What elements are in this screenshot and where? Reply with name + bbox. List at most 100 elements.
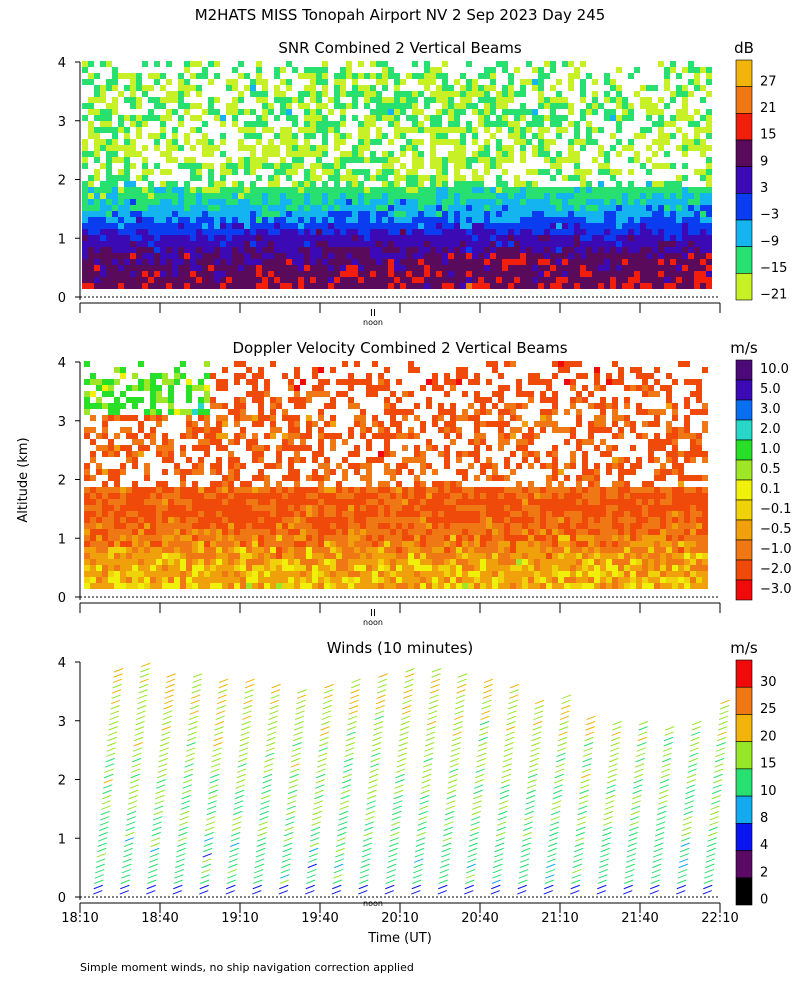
x-tick-label: 18:40	[141, 911, 178, 926]
colorbar-swatch	[735, 246, 753, 274]
colorbar-tick-label: −3	[760, 208, 779, 223]
velocity-panel: Doppler Velocity Combined 2 Vertical Bea…	[58, 339, 792, 627]
colorbar-swatch	[735, 459, 753, 481]
colorbar-swatch	[735, 850, 753, 879]
y-tick-label: 4	[58, 356, 66, 371]
colorbar-tick-label: 25	[760, 702, 777, 717]
colorbar-swatch	[735, 359, 753, 381]
velocity-colorbar: 10.0 5.0 3.0 2.0 1.0 0.5 0.1 −0.1 −0.5 −1.0 −2.0 −3…	[735, 359, 792, 601]
colorbar-swatch	[735, 59, 753, 87]
noon-label: noon	[363, 618, 383, 627]
x-tick-label: 22:10	[701, 911, 738, 926]
y-tick-label: 2	[58, 774, 66, 789]
x-tick-label: 21:10	[541, 911, 578, 926]
colorbar-swatch	[735, 139, 753, 167]
colorbar-swatch	[735, 686, 753, 715]
winds-colorbar-unit: m/s	[730, 639, 758, 657]
x-tick-label: 19:10	[221, 911, 258, 926]
colorbar-swatch	[735, 559, 753, 581]
colorbar-swatch	[735, 768, 753, 797]
y-tick-label: 1	[58, 232, 66, 247]
x-tick-label: 20:40	[461, 911, 498, 926]
y-tick-label: 0	[58, 891, 66, 906]
velocity-title: Doppler Velocity Combined 2 Vertical Bea…	[232, 339, 567, 357]
colorbar-tick-label: 20	[760, 729, 777, 744]
colorbar-tick-label: 21	[760, 101, 777, 116]
y-tick-label: 1	[58, 832, 66, 847]
y-axis-label: Altitude (km)	[16, 437, 31, 522]
x-tick-label: 20:10	[381, 911, 418, 926]
colorbar-swatch	[735, 823, 753, 851]
colorbar-swatch	[735, 519, 753, 541]
colorbar-tick-label: −9	[760, 234, 779, 249]
winds-axes: 0 1 2 3 4 noon 18:10 18:40 19:10 19:40 20:10 20:40 2…	[58, 656, 739, 926]
velocity-field	[84, 361, 708, 589]
noon-marker: II	[370, 308, 376, 319]
noon-label: noon	[363, 318, 383, 327]
snr-colorbar: 27 21 15 9 3 −3 −9 −15 −21	[735, 59, 787, 303]
snr-panel: SNR Combined 2 Vertical Beams dB 0 1 2 3 4 II…	[58, 39, 788, 327]
colorbar-swatch	[735, 877, 753, 906]
colorbar-tick-label: 27	[760, 74, 777, 89]
y-tick-label: 3	[58, 415, 66, 430]
colorbar-tick-label: −3.0	[760, 582, 792, 597]
colorbar-tick-label: 30	[760, 675, 777, 690]
y-tick-label: 0	[58, 291, 66, 306]
colorbar-tick-label: 0	[760, 893, 768, 908]
colorbar-swatch	[735, 439, 753, 461]
colorbar-swatch	[735, 714, 753, 742]
colorbar-tick-label: 2.0	[760, 422, 781, 437]
y-tick-label: 4	[58, 656, 66, 671]
winds-title: Winds (10 minutes)	[327, 639, 474, 657]
snr-field	[82, 61, 712, 289]
colorbar-tick-label: 9	[760, 154, 768, 169]
x-tick-label: 18:10	[61, 911, 98, 926]
x-axis-label: Time (UT)	[367, 931, 432, 946]
x-tick-label: 19:40	[301, 911, 338, 926]
snr-title: SNR Combined 2 Vertical Beams	[278, 39, 521, 57]
colorbar-swatch	[735, 499, 753, 521]
colorbar-tick-label: 2	[760, 865, 768, 880]
noon-label: noon	[363, 899, 383, 908]
colorbar-swatch	[735, 113, 753, 141]
colorbar-tick-label: −0.1	[760, 502, 792, 517]
colorbar-tick-label: −0.5	[760, 522, 792, 537]
colorbar-tick-label: 8	[760, 811, 768, 826]
y-tick-label: 2	[58, 174, 66, 189]
colorbar-swatch	[735, 193, 753, 221]
noon-marker: II	[370, 608, 376, 619]
y-tick-label: 4	[58, 56, 66, 71]
colorbar-swatch	[735, 419, 753, 441]
colorbar-tick-label: 0.5	[760, 462, 781, 477]
colorbar-swatch	[735, 741, 753, 770]
colorbar-swatch	[735, 166, 753, 194]
colorbar-swatch	[735, 539, 753, 561]
snr-colorbar-unit: dB	[734, 39, 754, 57]
y-tick-label: 3	[58, 715, 66, 730]
winds-barbs	[93, 662, 730, 895]
colorbar-swatch	[735, 379, 753, 401]
colorbar-tick-label: 10	[760, 784, 777, 799]
colorbar-tick-label: 3.0	[760, 402, 781, 417]
y-tick-label: 3	[58, 115, 66, 130]
colorbar-tick-label: 0.1	[760, 482, 781, 497]
y-tick-label: 2	[58, 474, 66, 489]
colorbar-swatch	[735, 795, 753, 824]
colorbar-swatch	[735, 219, 753, 247]
colorbar-tick-label: −15	[760, 261, 787, 276]
y-tick-label: 0	[58, 591, 66, 606]
y-tick-label: 1	[58, 532, 66, 547]
colorbar-tick-label: −2.0	[760, 562, 792, 577]
colorbar-tick-label: 15	[760, 757, 777, 772]
footnote: Simple moment winds, no ship navigation …	[80, 961, 414, 974]
colorbar-tick-label: −21	[760, 288, 787, 303]
colorbar-tick-label: 5.0	[760, 382, 781, 397]
colorbar-swatch	[735, 479, 753, 501]
colorbar-tick-label: 15	[760, 128, 777, 143]
colorbar-tick-label: 10.0	[760, 362, 789, 377]
winds-panel: Winds (10 minutes) m/s 0 1 2 3 4 noon 18:10 18:…	[58, 639, 777, 926]
colorbar-tick-label: 4	[760, 838, 768, 853]
